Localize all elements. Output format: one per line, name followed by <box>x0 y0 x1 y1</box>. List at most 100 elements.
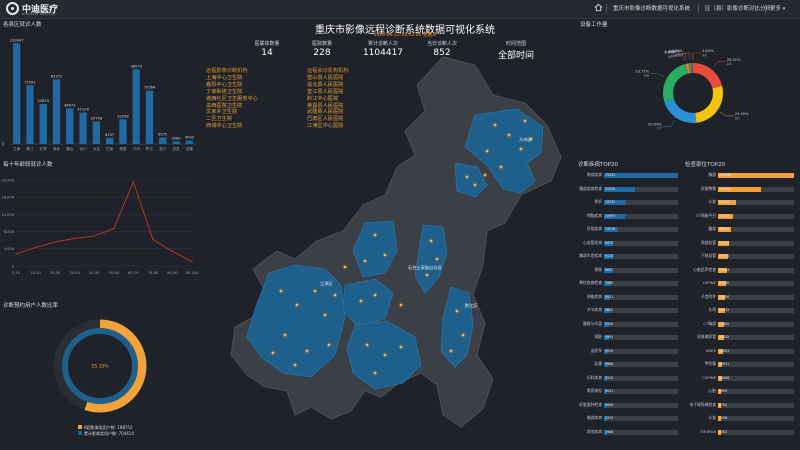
hospital-item[interactable]: 荣昌县人民医院 <box>307 102 344 109</box>
top20-row[interactable]: 电子胃肠镜检查 8700 <box>686 402 794 409</box>
hospital-marker[interactable] <box>430 240 432 242</box>
top20-row[interactable]: 心血管疾病 9470 <box>578 240 678 247</box>
logo[interactable]: 中迪医疗 <box>6 2 58 15</box>
top20-row[interactable]: 甲状腺 12611 <box>686 361 794 368</box>
pie-slice[interactable] <box>691 63 693 74</box>
top20-row[interactable]: 腰椎与间盘 5330 <box>578 321 678 328</box>
data-point[interactable] <box>34 246 37 249</box>
hospital-marker[interactable] <box>328 344 330 346</box>
top20-row[interactable]: 骨质疏松 3021 <box>578 388 678 395</box>
hospital-marker[interactable] <box>466 176 468 178</box>
hospital-marker[interactable] <box>374 372 376 374</box>
bar[interactable] <box>185 140 194 144</box>
top20-row[interactable]: 胸部 225148 <box>686 172 794 179</box>
top20-row[interactable]: CT胸部 17800 <box>686 321 794 328</box>
hospital-marker[interactable] <box>462 334 464 336</box>
top20-row[interactable]: 心脏 9925 <box>686 388 794 395</box>
hospital-marker[interactable] <box>450 350 452 352</box>
top20-row[interactable]: LSPINE 23180 <box>686 280 794 287</box>
hospital-marker[interactable] <box>294 364 296 366</box>
bar[interactable] <box>26 85 34 144</box>
hospital-marker[interactable] <box>334 294 336 296</box>
hospital-marker[interactable] <box>374 294 376 296</box>
data-point[interactable] <box>73 237 76 240</box>
hospital-marker[interactable] <box>384 354 386 356</box>
hospital-marker[interactable] <box>384 254 386 256</box>
top20-row[interactable]: 心脏超声检查 27004 <box>686 267 794 274</box>
hospital-item[interactable]: 鑫阳中心卫生院 <box>206 81 243 88</box>
pie-slice[interactable] <box>685 63 691 74</box>
top20-row[interactable]: 乳腺 3988 <box>578 361 678 368</box>
stat-time-range[interactable]: 时间范围 全部时间 <box>497 41 534 61</box>
hospital-marker[interactable] <box>508 134 510 136</box>
bar[interactable] <box>12 43 21 144</box>
hospital-marker[interactable] <box>436 258 438 260</box>
bar[interactable] <box>105 137 114 144</box>
data-point[interactable] <box>113 227 115 230</box>
data-point[interactable] <box>93 235 95 237</box>
more-menu[interactable]: 更多 ▾ <box>770 4 785 12</box>
hospital-marker[interactable] <box>284 334 286 336</box>
pie-slice[interactable] <box>688 63 692 74</box>
top20-row[interactable]: 头颅 19532 <box>686 307 794 314</box>
data-point[interactable] <box>152 238 154 241</box>
bar[interactable] <box>66 108 74 144</box>
pie-slice[interactable] <box>695 85 723 123</box>
hospital-marker[interactable] <box>366 344 368 346</box>
hospital-item[interactable]: 璧山县人民医院 <box>307 74 344 81</box>
hospital-marker[interactable] <box>280 290 282 292</box>
top20-row[interactable]: 胸部炎症疾病 9128 <box>578 253 678 260</box>
hospital-marker[interactable] <box>524 120 526 122</box>
top20-row[interactable]: 头部 7458 <box>686 415 794 422</box>
hospital-marker[interactable] <box>530 138 532 140</box>
bar[interactable] <box>159 137 167 144</box>
nav-link-dashboard[interactable]: 重庆市影像诊断数据可视化系统 <box>613 6 691 12</box>
hospital-item[interactable]: 丁家街道卫生院 <box>206 88 243 95</box>
hospital-marker[interactable] <box>456 310 458 312</box>
hospital-item[interactable]: 城西社区卫生服务中心 <box>206 95 258 102</box>
top20-row[interactable]: 双肾输尿管 16542 <box>686 334 794 341</box>
hospital-marker[interactable] <box>344 266 346 268</box>
top20-row[interactable]: 胃肠 8631 <box>578 267 678 274</box>
hospital-item[interactable]: 武隆县人民医院 <box>307 109 344 116</box>
pie-slice[interactable] <box>693 63 723 89</box>
hospital-marker[interactable] <box>494 124 496 126</box>
nav-link-comparison[interactable]: 区（县）影像诊断对比分析 <box>705 6 772 12</box>
hospital-item[interactable]: 渝北县人民医院 <box>307 81 344 88</box>
top20-row[interactable]: 肝胆疾病 13978 <box>578 226 678 233</box>
top20-row[interactable]: 头部 52548 <box>686 199 794 206</box>
data-point[interactable] <box>171 250 174 253</box>
chongqing-map[interactable]: 万州区 黔江区 石柱土家族自治县 江津区 <box>225 55 565 435</box>
hospital-marker[interactable] <box>484 174 486 176</box>
top20-row[interactable]: 泌尿系 4530 <box>578 348 678 355</box>
top20-row[interactable]: CT颅脑平扫 43210 <box>686 213 794 220</box>
top20-row[interactable]: 下肢血管 29001 <box>686 253 794 260</box>
data-point[interactable] <box>191 261 193 263</box>
bar[interactable] <box>172 141 180 144</box>
hospital-item[interactable]: 文家乡卫生院 <box>206 109 238 116</box>
hospital-item[interactable]: 垫江县人民医院 <box>307 88 344 95</box>
hospital-item[interactable]: 巴南区人民医院 <box>307 116 344 123</box>
data-point[interactable] <box>54 241 56 243</box>
top20-row[interactable]: 颅脑疾病 20953 <box>578 213 678 220</box>
hospital-marker[interactable] <box>474 184 476 186</box>
top20-row[interactable]: 腹部疾病检查 31528 <box>578 186 678 193</box>
hospital-marker[interactable] <box>400 346 402 348</box>
top20-row[interactable]: 腹部 38652 <box>686 226 794 233</box>
hospital-marker[interactable] <box>314 290 316 292</box>
hospital-marker[interactable] <box>272 352 274 354</box>
top20-row[interactable]: KNEE 14003 <box>686 348 794 355</box>
top20-row[interactable]: 脊柱疾病检查 7560 <box>578 280 678 287</box>
donut-inner-ring[interactable] <box>62 328 138 404</box>
top20-row[interactable]: 子宫附件 21500 <box>686 294 794 301</box>
top20-row[interactable]: 颈椎疾病 6521 <box>578 294 678 301</box>
top20-row[interactable]: CSPINE 11008 <box>686 375 794 382</box>
bar[interactable] <box>79 112 87 144</box>
data-point[interactable] <box>15 253 17 255</box>
hospital-marker[interactable] <box>520 148 522 150</box>
top20-row[interactable]: 颈部血管 31285 <box>686 240 794 247</box>
hospital-marker[interactable] <box>486 150 488 152</box>
top20-row[interactable]: 关节疾病 5802 <box>578 307 678 314</box>
bar[interactable] <box>92 121 101 144</box>
bar[interactable] <box>52 79 61 144</box>
